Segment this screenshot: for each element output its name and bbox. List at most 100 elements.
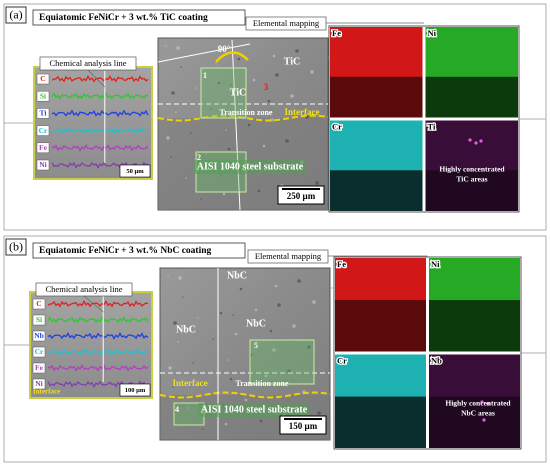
mapping-label: Elemental mapping — [253, 18, 320, 28]
map-coating — [335, 258, 426, 301]
sem-feature — [202, 428, 204, 430]
sem-feature — [290, 94, 294, 98]
connector — [83, 295, 104, 313]
element-label: Si — [36, 315, 42, 324]
panel-label-box — [5, 6, 27, 24]
sem-feature — [215, 63, 217, 65]
interface-line — [157, 114, 329, 122]
map-coating — [330, 120, 423, 171]
element-label: C — [36, 299, 41, 308]
sem-feature — [200, 198, 202, 200]
sem-feature — [267, 99, 271, 103]
sem-feature — [170, 156, 172, 158]
sem-label: NbC — [176, 324, 196, 335]
sem-feature — [212, 338, 214, 340]
sem-feature — [269, 329, 273, 333]
sem-feature — [180, 66, 182, 68]
sem-feature — [227, 147, 231, 151]
element-label: Si — [40, 91, 46, 100]
panel-label: (a) — [9, 7, 22, 21]
line-scan-profile — [51, 92, 149, 100]
rich-spot — [468, 138, 472, 142]
line-scan-profile — [47, 315, 149, 324]
element-box — [36, 108, 50, 119]
sem-feature — [224, 422, 228, 426]
sem-feature — [219, 311, 223, 315]
sem-feature — [272, 54, 276, 58]
rich-spot — [480, 400, 484, 404]
line-scan-profile — [47, 364, 149, 372]
sem-feature — [185, 177, 187, 179]
element-box — [32, 378, 46, 390]
line-scan-profile — [51, 144, 149, 152]
element-box — [32, 314, 46, 326]
mapping-label-box — [245, 16, 327, 31]
sem-feature — [175, 111, 177, 113]
title-box — [32, 242, 246, 259]
sem-feature — [187, 407, 189, 409]
sem-feature — [315, 181, 319, 185]
map-note: TiC areas — [456, 175, 487, 184]
element-label: Ni — [39, 160, 47, 169]
sem-feature — [167, 275, 169, 277]
element-label: Ni — [35, 379, 43, 388]
panel-title: Equiatomic FeNiCr + 3 wt.% NbC coating — [39, 246, 212, 256]
chem-label: Chemical analysis line — [46, 284, 123, 294]
chem-label: Chemical analysis line — [50, 58, 127, 68]
scale-box — [277, 185, 325, 205]
map-note: NbC areas — [461, 409, 495, 418]
sem-feature — [220, 174, 222, 176]
sem-feature — [234, 332, 238, 336]
element-box — [36, 142, 50, 154]
scale-box — [279, 415, 327, 435]
sem-feature — [312, 300, 316, 304]
sem-feature — [285, 139, 289, 143]
sem-feature — [176, 46, 180, 50]
connector — [87, 69, 106, 88]
map-element: Cr — [332, 121, 342, 131]
panel-frame — [3, 235, 547, 463]
element-label: Fe — [35, 363, 44, 372]
map-element: Ti — [428, 121, 437, 131]
map-coating — [330, 27, 423, 77]
rich-spot — [482, 418, 486, 422]
sem-feature — [197, 317, 199, 319]
element-label: C — [40, 74, 45, 83]
element-box — [36, 159, 50, 171]
interface-line — [159, 391, 331, 399]
sem-feature — [210, 108, 212, 110]
analysis-region — [249, 339, 315, 385]
line-scan-profile — [47, 300, 149, 308]
mapping-label: Elemental mapping — [255, 251, 322, 261]
map-coating — [429, 258, 520, 301]
element-box — [32, 330, 46, 342]
sem-feature — [195, 87, 197, 89]
line-scan-profile — [51, 75, 149, 83]
map-note: Highly concentrated — [445, 399, 511, 408]
sem-feature — [237, 57, 241, 61]
scale-label: 250 µm — [287, 191, 316, 201]
line-scan-profile — [47, 380, 149, 389]
title-box — [32, 9, 246, 26]
element-box — [32, 346, 46, 358]
sem-feature — [274, 284, 278, 288]
sem-feature — [232, 314, 234, 316]
sem-feature — [277, 303, 281, 307]
sem-label: 90° — [218, 44, 231, 54]
sem-label: 2 — [197, 153, 201, 162]
map-element: Fe — [332, 28, 341, 38]
map-element: Nb — [431, 355, 442, 365]
sem-label: Transition zone — [236, 379, 289, 388]
map-element: Cr — [337, 355, 347, 365]
substrate-label-bg — [198, 403, 310, 417]
sem-feature — [297, 279, 301, 283]
sem-feature — [217, 81, 221, 85]
rich-spot — [474, 141, 478, 145]
sem-label: NbC — [246, 318, 266, 329]
element-label: Nb — [34, 331, 44, 340]
element-label: Ti — [40, 109, 47, 118]
sem-feature — [227, 359, 229, 361]
scan-line — [157, 43, 251, 63]
element-box — [32, 298, 46, 310]
line-scan-inset — [29, 291, 153, 399]
